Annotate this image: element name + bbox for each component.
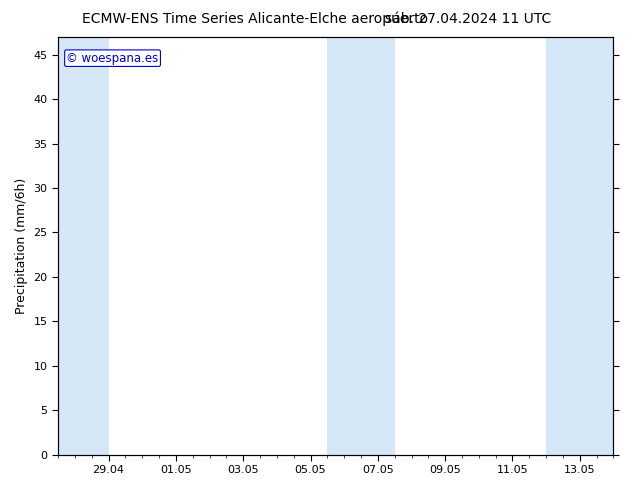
Bar <box>579 37 614 455</box>
Bar <box>327 37 395 455</box>
Y-axis label: Precipitation (mm/6h): Precipitation (mm/6h) <box>15 178 28 314</box>
Bar <box>546 37 614 455</box>
Text: ECMW-ENS Time Series Alicante-Elche aeropuerto: ECMW-ENS Time Series Alicante-Elche aero… <box>82 12 429 26</box>
Text: sáb. 27.04.2024 11 UTC: sáb. 27.04.2024 11 UTC <box>385 12 552 26</box>
Bar <box>58 37 108 455</box>
Text: © woespana.es: © woespana.es <box>67 51 158 65</box>
